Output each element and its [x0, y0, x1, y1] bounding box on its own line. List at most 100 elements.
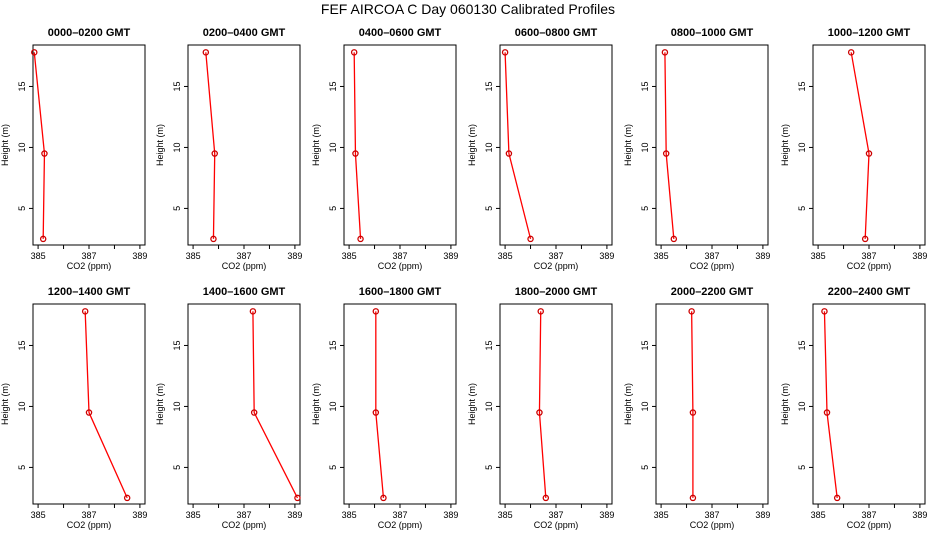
x-axis-label: CO2 (ppm) [222, 520, 267, 530]
data-point [250, 409, 258, 416]
x-tick-label: 387 [861, 510, 876, 520]
plot-frame [812, 44, 926, 246]
x-axis-label: CO2 (ppm) [378, 520, 423, 530]
data-point [81, 308, 89, 315]
profile-line [84, 311, 128, 499]
plot-frame [499, 44, 613, 246]
data-point [39, 235, 47, 243]
x-tick-label: 387 [392, 251, 407, 261]
x-axis-label: CO2 (ppm) [847, 261, 892, 271]
y-tick-label: 10 [328, 142, 338, 152]
panel-title: 2200–2400 GMT [828, 286, 911, 298]
panel-title: 0800–1000 GMT [671, 27, 754, 39]
x-tick-label: 385 [31, 251, 46, 261]
panel-title: 0400–0600 GMT [359, 27, 442, 39]
y-tick-label: 5 [797, 206, 807, 211]
y-tick-label: 15 [172, 81, 182, 91]
profile-line [823, 311, 838, 498]
y-axis-label: Height (m) [780, 124, 790, 166]
y-tick-label: 5 [17, 206, 27, 211]
y-tick-label: 5 [484, 206, 494, 211]
data-point [210, 235, 217, 243]
x-tick-label: 385 [186, 251, 201, 261]
y-tick-label: 15 [328, 340, 338, 350]
data-point [689, 494, 697, 502]
panel-title: 1200–1400 GMT [48, 286, 131, 298]
profile-line [664, 52, 675, 239]
profile-panel-4: 0600–0800 GMT 385 387 389 5 10 15 CO2 (ppm) Heig… [467, 27, 614, 271]
y-tick-label: 15 [17, 340, 27, 350]
x-tick-label: 385 [498, 251, 513, 261]
data-point [670, 235, 678, 243]
x-tick-label: 385 [342, 251, 357, 261]
panel-title: 1800–2000 GMT [515, 286, 598, 298]
x-tick-label: 385 [186, 510, 201, 520]
y-tick-label: 15 [484, 340, 494, 350]
y-tick-label: 10 [172, 142, 182, 152]
y-tick-label: 15 [484, 81, 494, 91]
y-tick-label: 5 [328, 206, 338, 211]
data-point [31, 49, 38, 56]
profile-line [850, 52, 870, 239]
profile-line [504, 52, 532, 240]
y-tick-label: 15 [328, 81, 338, 91]
data-point [380, 494, 387, 502]
data-point [833, 494, 841, 502]
y-tick-label: 10 [17, 401, 27, 411]
x-axis-label: CO2 (ppm) [67, 520, 112, 530]
x-tick-label: 385 [654, 510, 669, 520]
y-tick-label: 5 [172, 206, 182, 211]
profile-panel-5: 0800–1000 GMT 385 387 389 5 10 15 CO2 (ppm) Heig… [623, 27, 770, 271]
data-point [350, 49, 358, 56]
x-axis-label: CO2 (ppm) [534, 261, 579, 271]
y-axis-label: Height (m) [623, 124, 633, 166]
y-axis-label: Height (m) [623, 383, 633, 425]
data-point [505, 150, 513, 157]
y-tick-label: 5 [797, 465, 807, 470]
x-tick-label: 387 [704, 251, 719, 261]
x-tick-label: 389 [287, 251, 302, 261]
x-axis-label: CO2 (ppm) [690, 520, 735, 530]
data-point [542, 494, 550, 502]
y-tick-label: 5 [172, 465, 182, 470]
y-tick-label: 5 [328, 465, 338, 470]
plot-frame [187, 44, 301, 246]
data-point [537, 308, 544, 315]
y-tick-label: 10 [797, 142, 807, 152]
x-tick-label: 389 [287, 510, 302, 520]
data-point [527, 235, 534, 243]
plot-frame [499, 303, 613, 505]
profile-line [205, 52, 216, 239]
data-point [662, 150, 670, 157]
plot-frame [343, 44, 457, 246]
x-axis-label: CO2 (ppm) [67, 261, 112, 271]
x-axis-label: CO2 (ppm) [847, 520, 892, 530]
y-tick-label: 5 [640, 206, 650, 211]
data-point [211, 150, 218, 157]
panel-title: 0200–0400 GMT [203, 27, 286, 39]
data-point [688, 308, 695, 315]
profile-panel-11: 2000–2200 GMT 385 387 389 5 10 15 CO2 (ppm) Heig… [623, 286, 770, 530]
x-tick-label: 385 [31, 510, 46, 520]
data-point [294, 494, 301, 502]
x-tick-label: 387 [548, 510, 563, 520]
y-tick-label: 15 [797, 81, 807, 91]
x-tick-label: 385 [654, 251, 669, 261]
x-axis-label: CO2 (ppm) [534, 520, 579, 530]
y-tick-label: 15 [640, 81, 650, 91]
y-tick-label: 10 [484, 401, 494, 411]
y-tick-label: 5 [17, 465, 27, 470]
data-point [823, 409, 831, 416]
x-tick-label: 385 [811, 251, 826, 261]
x-tick-label: 389 [755, 510, 770, 520]
data-point [202, 49, 210, 56]
x-axis-label: CO2 (ppm) [222, 261, 267, 271]
y-axis-label: Height (m) [155, 383, 165, 425]
profile-line [353, 52, 362, 239]
x-tick-label: 389 [912, 251, 927, 261]
x-tick-label: 387 [236, 510, 251, 520]
profile-line [375, 311, 385, 498]
data-point [689, 409, 697, 416]
profile-panel-9: 1600–1800 GMT 385 387 389 5 10 15 CO2 (ppm) Heig… [311, 286, 458, 530]
x-tick-label: 389 [755, 251, 770, 261]
